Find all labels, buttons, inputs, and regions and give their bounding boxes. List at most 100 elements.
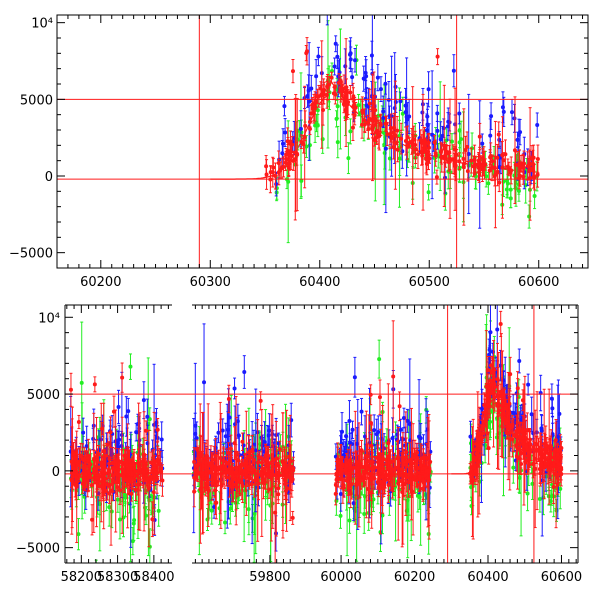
data-point	[480, 141, 485, 146]
red-data-point	[367, 88, 372, 119]
data-point	[378, 122, 383, 127]
data-point	[435, 128, 440, 133]
data-point	[476, 162, 481, 167]
data-point	[511, 465, 516, 470]
data-point	[444, 151, 449, 156]
red-data-point	[477, 122, 482, 151]
data-point	[463, 148, 468, 153]
data-point	[516, 188, 521, 193]
top-y-tick-label: 10⁴	[31, 17, 53, 32]
red-data-point	[293, 97, 298, 221]
red-data-point	[413, 130, 418, 159]
data-point	[348, 90, 353, 95]
green-data-point	[76, 518, 81, 551]
data-point	[497, 180, 502, 185]
red-data-point	[422, 126, 427, 154]
data-point	[461, 156, 466, 161]
data-point	[314, 74, 319, 79]
data-point	[91, 436, 96, 441]
red-data-point	[278, 161, 283, 179]
data-point	[378, 87, 383, 92]
blue-data-point	[353, 48, 358, 73]
data-point	[362, 118, 367, 123]
data-point	[109, 509, 114, 514]
data-point	[439, 154, 444, 159]
data-point	[512, 148, 517, 153]
red-data-point	[444, 143, 449, 164]
red-data-point	[461, 152, 466, 166]
red-data-point	[384, 115, 389, 133]
blue-data-point	[386, 80, 391, 119]
blue-data-point	[126, 397, 131, 425]
green-data-point	[459, 120, 464, 158]
blue-data-point	[314, 59, 319, 94]
data-point	[496, 132, 501, 137]
red-data-point	[490, 154, 495, 182]
red-data-point	[505, 158, 510, 175]
data-point	[352, 103, 357, 108]
green-data-point	[449, 133, 454, 150]
blue-data-point	[283, 118, 288, 148]
red-data-point	[403, 126, 408, 156]
data-point	[281, 164, 286, 169]
data-point	[285, 152, 290, 157]
green-data-point	[223, 510, 228, 535]
blue-data-point	[316, 46, 321, 67]
data-point	[385, 132, 390, 137]
blue-data-point	[426, 71, 431, 108]
data-point	[346, 100, 351, 105]
data-point	[375, 75, 380, 80]
blue-data-point	[466, 93, 471, 215]
data-point	[386, 97, 391, 102]
data-point	[426, 190, 431, 195]
red-data-point	[472, 156, 477, 176]
data-point	[350, 125, 355, 130]
data-point	[403, 139, 408, 144]
red-data-point	[307, 116, 312, 128]
blue-data-point	[457, 102, 462, 125]
data-point	[495, 155, 500, 160]
data-point	[346, 156, 351, 161]
data-point	[435, 111, 440, 116]
red-data-point	[434, 169, 439, 185]
data-point	[335, 140, 340, 145]
data-point	[303, 123, 308, 128]
data-point	[469, 158, 474, 163]
data-point	[159, 437, 164, 442]
red-data-point	[420, 146, 425, 165]
data-point	[123, 495, 128, 500]
red-data-point	[290, 58, 295, 84]
data-point	[422, 138, 427, 143]
data-point	[449, 139, 454, 144]
red-data-point	[480, 148, 485, 168]
data-point	[398, 99, 403, 104]
data-point	[339, 86, 344, 91]
red-data-point	[333, 84, 338, 105]
red-data-point	[295, 97, 300, 212]
data-point	[309, 86, 314, 91]
top-x-tick-label: 60300	[190, 275, 231, 290]
data-point	[325, 85, 330, 90]
data-point	[313, 101, 318, 106]
blue-data-point	[488, 118, 493, 153]
red-data-point	[285, 143, 290, 165]
data-point	[558, 486, 563, 491]
data-point	[117, 517, 122, 522]
blue-data-point	[333, 35, 338, 53]
data-point	[278, 168, 283, 173]
red-data-point	[433, 149, 438, 162]
data-point	[132, 518, 137, 523]
blue-data-point	[383, 72, 388, 95]
green-data-point	[508, 188, 513, 209]
data-point	[307, 143, 312, 148]
top-data-points	[210, 15, 540, 244]
data-point	[500, 105, 505, 110]
data-point	[316, 54, 321, 59]
data-point	[452, 161, 457, 166]
blue-data-point	[451, 54, 456, 88]
data-point	[332, 64, 337, 69]
data-point	[307, 126, 312, 131]
blue-data-point	[348, 46, 353, 73]
blue-data-point	[480, 133, 485, 154]
